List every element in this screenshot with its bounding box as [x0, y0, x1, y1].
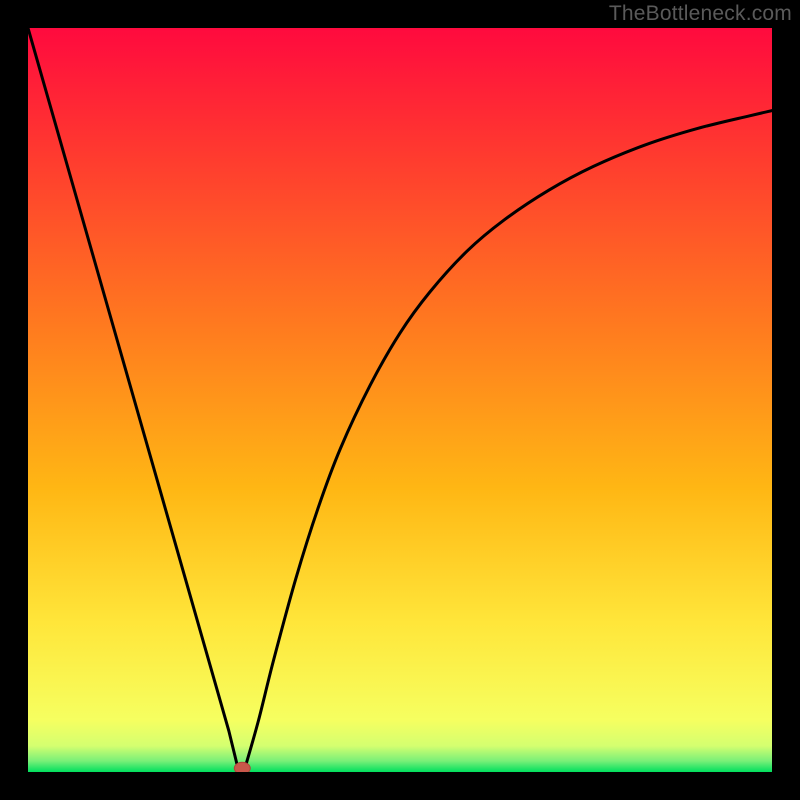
chart-container: TheBottleneck.com	[0, 0, 800, 800]
bottleneck-chart	[0, 0, 800, 800]
watermark-text: TheBottleneck.com	[609, 2, 792, 26]
